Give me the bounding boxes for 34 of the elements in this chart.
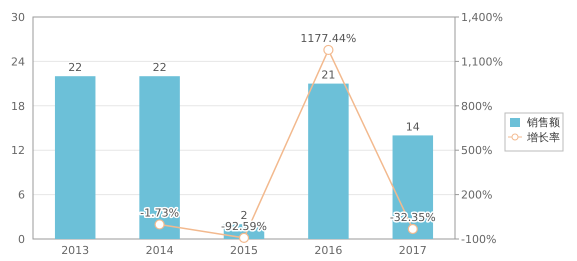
y2-tick-label: 500%	[461, 144, 492, 158]
bar	[392, 135, 434, 239]
point	[238, 232, 250, 244]
x-tick-label: 2014	[146, 244, 174, 257]
y-tick-label: 6	[18, 188, 25, 202]
y2-tick-label: 800%	[461, 100, 492, 113]
x-tick-label: 2015	[230, 244, 258, 257]
bar	[139, 76, 180, 239]
y-tick-label: 18	[11, 100, 25, 113]
data-label: -1.73%	[140, 206, 180, 220]
data-label: 22	[68, 61, 82, 74]
y2-tick-label: -100%	[461, 233, 496, 246]
y-tick-label: 24	[11, 55, 25, 68]
legend-label: 销售额	[526, 116, 560, 129]
point	[154, 219, 165, 230]
data-label: 1177.44%	[300, 32, 356, 45]
bar	[54, 76, 96, 239]
y2-tick-label: 200%	[461, 188, 492, 202]
x-tick-label: 2016	[314, 244, 342, 257]
data-label: 22	[152, 61, 167, 74]
y-tick-label: 30	[11, 11, 25, 24]
x-tick-label: 2017	[398, 244, 427, 257]
point	[408, 224, 418, 234]
data-label: 21	[321, 68, 336, 82]
y2-tick-label: 1,400%	[461, 11, 503, 24]
y2-tick-label: 1,100%	[461, 55, 503, 68]
point	[323, 44, 334, 56]
legend-label: 增长率	[526, 131, 560, 144]
x-tick-label: 2013	[61, 244, 90, 257]
bar	[308, 84, 349, 239]
y-tick-label: 12	[11, 144, 25, 158]
data-label: 14	[406, 120, 420, 134]
y-tick-label: 0	[18, 233, 25, 246]
data-label: 2	[240, 209, 248, 222]
